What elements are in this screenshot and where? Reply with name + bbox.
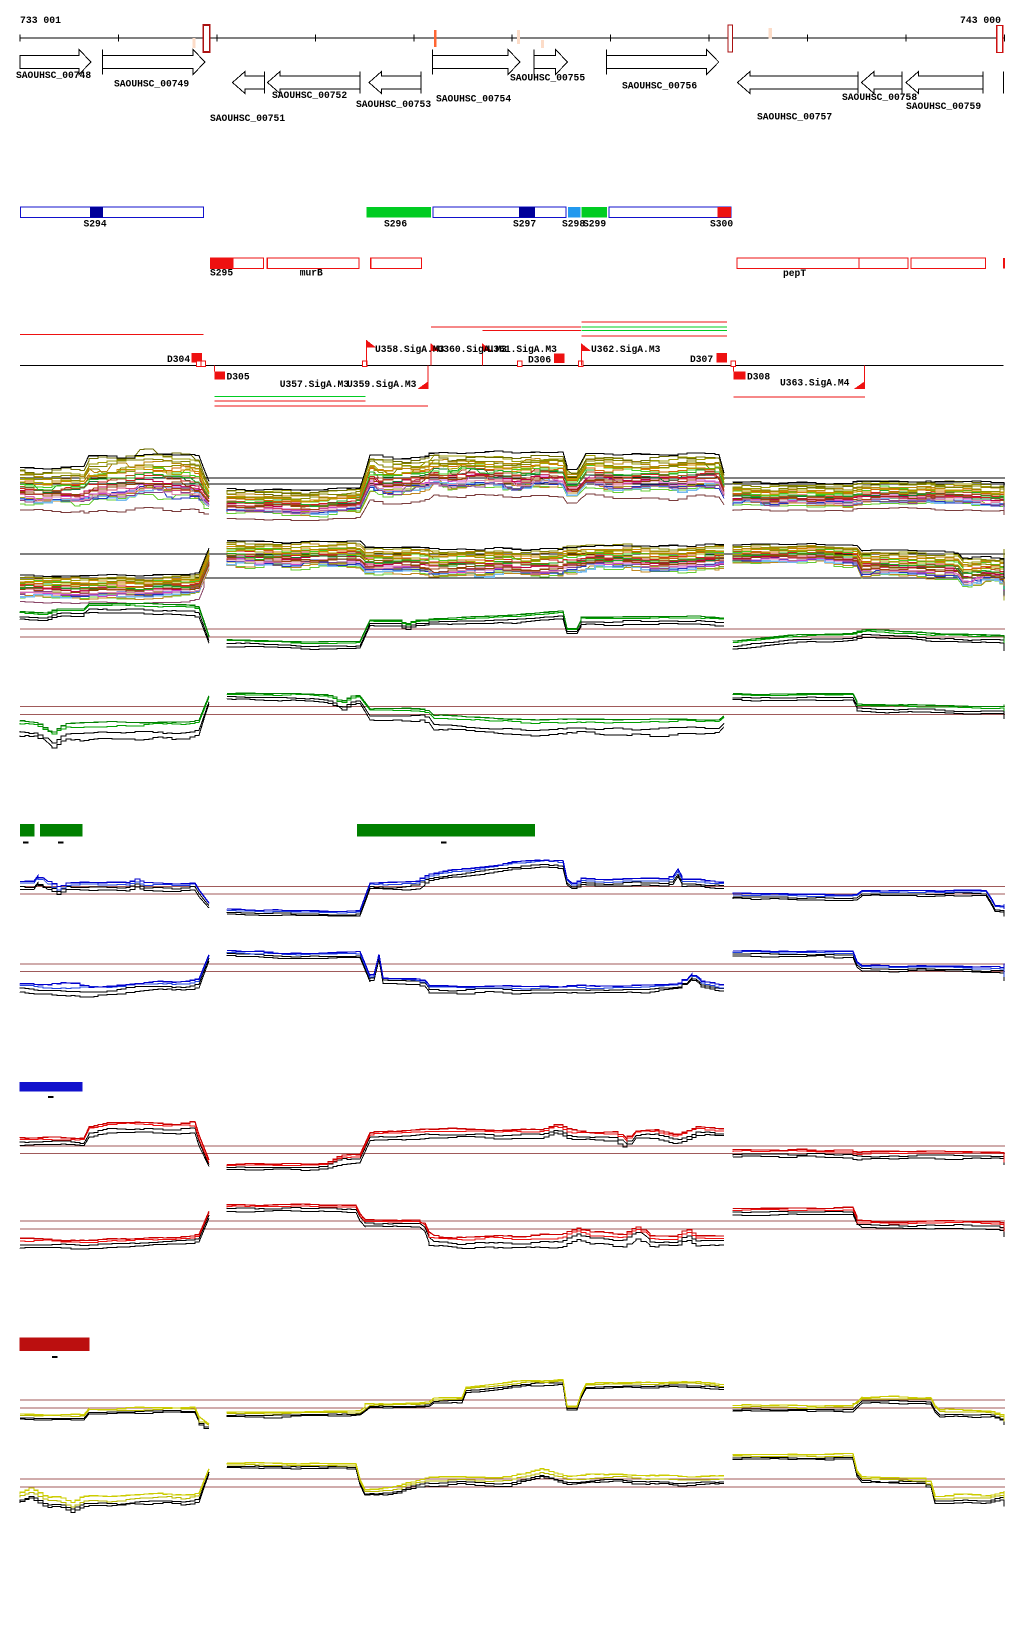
svg-text:U360.SigA.M3: U360.SigA.M3 xyxy=(438,344,507,356)
svg-text:murB: murB xyxy=(300,268,324,280)
svg-text:U359.SigA.M3: U359.SigA.M3 xyxy=(347,379,416,391)
svg-text:S295: S295 xyxy=(210,268,233,280)
svg-text:S296: S296 xyxy=(384,219,407,231)
svg-text:S300: S300 xyxy=(710,219,733,231)
svg-text:U358.SigA.M3: U358.SigA.M3 xyxy=(375,344,444,356)
svg-text:SAOUHSC_00755: SAOUHSC_00755 xyxy=(510,73,585,85)
svg-text:U362.SigA.M3: U362.SigA.M3 xyxy=(591,344,660,356)
svg-text:D305: D305 xyxy=(227,372,250,384)
svg-text:S297: S297 xyxy=(513,219,536,231)
svg-text:SAOUHSC_00749: SAOUHSC_00749 xyxy=(114,79,189,91)
svg-text:D308: D308 xyxy=(747,372,770,384)
svg-text:pepT: pepT xyxy=(783,268,806,280)
svg-text:SAOUHSC_00748: SAOUHSC_00748 xyxy=(16,70,91,82)
svg-text:SAOUHSC_00757: SAOUHSC_00757 xyxy=(757,112,832,124)
svg-text:SAOUHSC_00758: SAOUHSC_00758 xyxy=(842,92,917,104)
svg-text:S299: S299 xyxy=(583,219,606,231)
svg-text:SAOUHSC_00752: SAOUHSC_00752 xyxy=(272,90,347,102)
svg-text:743 000: 743 000 xyxy=(960,15,1001,27)
svg-text:SAOUHSC_00756: SAOUHSC_00756 xyxy=(622,81,697,93)
svg-text:S294: S294 xyxy=(84,219,107,231)
svg-text:SAOUHSC_00759: SAOUHSC_00759 xyxy=(906,101,981,113)
svg-text:D304: D304 xyxy=(167,354,190,366)
svg-text:D306: D306 xyxy=(528,355,551,367)
svg-text:U357.SigA.M3: U357.SigA.M3 xyxy=(280,379,349,391)
svg-text:SAOUHSC_00753: SAOUHSC_00753 xyxy=(356,99,431,111)
svg-text:SAOUHSC_00754: SAOUHSC_00754 xyxy=(436,94,511,106)
svg-text:U363.SigA.M4: U363.SigA.M4 xyxy=(780,378,849,390)
svg-text:D307: D307 xyxy=(690,354,713,366)
svg-text:U361.SigA.M3: U361.SigA.M3 xyxy=(488,344,557,356)
svg-text:S298: S298 xyxy=(562,219,585,231)
svg-text:SAOUHSC_00751: SAOUHSC_00751 xyxy=(210,113,285,125)
svg-text:733 001: 733 001 xyxy=(20,15,61,27)
